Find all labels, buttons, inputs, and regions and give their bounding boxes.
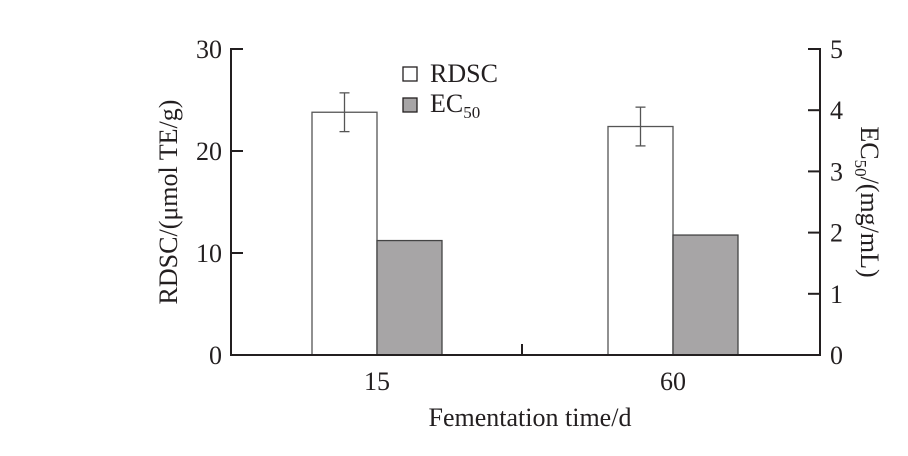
y2-tick-label: 4 — [830, 96, 843, 125]
y2-tick-label: 0 — [830, 341, 843, 370]
bar-rdsc-60 — [607, 125, 674, 356]
bar-ec50-60 — [672, 234, 739, 356]
y2-tick-label: 5 — [830, 35, 843, 64]
legend-label-rdsc: RDSC — [430, 59, 498, 88]
y2-tick-label: 3 — [830, 157, 843, 186]
left-ticks: 0 10 20 30 — [196, 35, 243, 370]
legend: RDSC EC50 — [402, 59, 498, 122]
legend-ec-sub: 50 — [463, 103, 480, 122]
bar-ec50-15 — [376, 239, 443, 356]
x-tick-label: 15 — [364, 367, 390, 396]
y-axis-label: RDSC/(μmol TE/g) — [154, 100, 183, 305]
y2-label-main: EC — [855, 126, 884, 159]
legend-swatch-ec50 — [402, 97, 418, 113]
legend-ec-main: EC — [430, 89, 463, 118]
legend-swatch-rdsc — [402, 66, 418, 82]
y2-tick-label: 2 — [830, 219, 843, 248]
bar-rdsc-15 — [311, 111, 378, 356]
y-tick-label: 30 — [196, 35, 222, 64]
y2-label-rest: /(mg/mL) — [855, 177, 884, 278]
y-tick-label: 10 — [196, 239, 222, 268]
right-ticks: 0 1 2 3 4 5 — [808, 35, 843, 370]
y2-label-sub: 50 — [851, 160, 870, 177]
y-tick-label: 0 — [209, 341, 222, 370]
bars-group — [311, 92, 739, 356]
y2-tick-label: 1 — [830, 280, 843, 309]
legend-label-ec50: EC50 — [430, 89, 480, 122]
y2-axis-label: EC50/(mg/mL) — [851, 126, 884, 277]
x-tick-label: 60 — [660, 367, 686, 396]
x-axis-label: Fementation time/d — [429, 403, 632, 432]
axes-group — [230, 48, 821, 356]
x-tick-labels: 15 60 — [364, 367, 686, 396]
y-tick-label: 20 — [196, 137, 222, 166]
